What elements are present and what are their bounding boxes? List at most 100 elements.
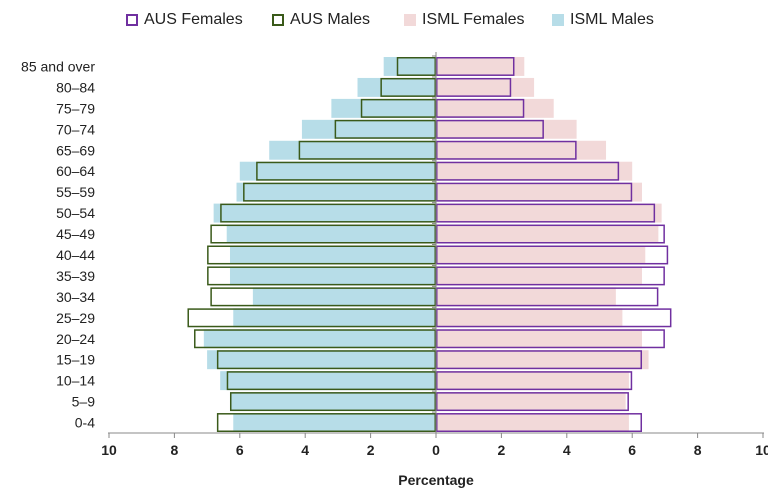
bar-isml-males-9 (226, 224, 436, 244)
bar-aus-males-14 (334, 119, 437, 139)
bar-isml-females-11 (436, 182, 643, 202)
bar-isml-males-14 (301, 119, 436, 139)
x-tick-label-10: 10 (755, 442, 768, 458)
bar-aus-males-0 (216, 413, 436, 432)
x-tick-label-7: 4 (563, 442, 571, 458)
y-tick-label-4: 20–24 (56, 331, 95, 347)
bar-isml-females-0 (436, 413, 629, 432)
bar-isml-males-16 (357, 77, 436, 97)
y-tick-label-10: 50–54 (56, 205, 95, 221)
bar-isml-females-1 (436, 392, 626, 412)
bar-isml-males-0 (233, 413, 436, 432)
bar-aus-females-4 (436, 329, 665, 349)
x-tick-label-4: 2 (367, 442, 375, 458)
x-tick-label-8: 6 (628, 442, 636, 458)
bar-isml-females-12 (436, 161, 633, 181)
legend-item-aus-males: AUS Males (272, 8, 370, 32)
bar-isml-males-7 (229, 266, 436, 286)
bar-isml-females-5 (436, 308, 623, 328)
legend-item-aus-females: AUS Females (126, 8, 243, 32)
bar-isml-males-2 (220, 371, 436, 391)
bar-aus-females-2 (436, 371, 633, 391)
plot-area: 0-4 5–9 10–14 15–19 20–24 25–29 30–34 35–39 40–4… (21, 52, 768, 458)
x-tick-label-1: 8 (171, 442, 179, 458)
bar-isml-males-10 (213, 203, 436, 223)
y-tick-label-15: 75–79 (56, 100, 95, 116)
bar-aus-males-16 (380, 77, 437, 97)
bar-aus-males-8 (207, 245, 436, 265)
x-tick-label-3: 4 (301, 442, 309, 458)
bar-aus-males-5 (187, 308, 436, 328)
x-tick-label-6: 2 (498, 442, 506, 458)
bar-aus-females-12 (436, 161, 620, 181)
bar-isml-males-5 (233, 308, 436, 328)
bar-aus-males-6 (210, 287, 436, 307)
bar-aus-females-9 (436, 224, 665, 244)
bar-aus-males-10 (220, 203, 436, 223)
bar-isml-females-17 (436, 57, 525, 76)
bar-isml-females-3 (436, 350, 649, 370)
bar-isml-females-16 (436, 77, 535, 97)
legend-item-isml-males: ISML Males (552, 8, 654, 32)
legend-swatch-aus-males (272, 14, 284, 26)
bar-aus-females-6 (436, 287, 659, 307)
bar-isml-males-4 (203, 329, 436, 349)
bar-isml-males-1 (229, 392, 436, 412)
bar-isml-females-9 (436, 224, 659, 244)
legend-label-isml-males: ISML Males (570, 11, 654, 28)
bar-isml-males-3 (207, 350, 436, 370)
bar-aus-males-11 (243, 182, 436, 202)
bar-aus-females-16 (436, 77, 512, 97)
bar-isml-females-8 (436, 245, 646, 265)
legend-swatch-isml-males (552, 14, 564, 26)
x-tick-label-5: 0 (432, 442, 440, 458)
y-tick-label-2: 10–14 (56, 373, 95, 389)
y-tick-label-1: 5–9 (72, 394, 96, 410)
bar-aus-males-13 (298, 140, 436, 160)
legend-swatch-isml-females (404, 14, 416, 26)
bar-isml-males-6 (252, 287, 436, 307)
y-tick-label-8: 40–44 (56, 247, 95, 263)
legend: AUS Females AUS Males ISML Females ISML … (0, 8, 768, 32)
bar-aus-females-5 (436, 308, 672, 328)
bar-isml-females-2 (436, 371, 629, 391)
bar-isml-females-7 (436, 266, 643, 286)
y-tick-label-5: 25–29 (56, 310, 95, 326)
y-tick-label-11: 55–59 (56, 184, 95, 200)
bar-isml-males-8 (229, 245, 436, 265)
y-tick-label-13: 65–69 (56, 142, 95, 158)
bar-isml-females-6 (436, 287, 616, 307)
bar-isml-females-13 (436, 140, 607, 160)
bar-aus-males-2 (226, 371, 436, 391)
bar-aus-females-10 (436, 203, 656, 223)
legend-label-isml-females: ISML Females (422, 11, 525, 28)
y-tick-label-17: 85 and over (21, 58, 95, 74)
legend-label-aus-females: AUS Females (144, 11, 243, 28)
y-tick-label-3: 15–19 (56, 352, 95, 368)
bar-isml-males-13 (269, 140, 436, 160)
bar-aus-females-13 (436, 140, 577, 160)
bar-aus-females-3 (436, 350, 643, 370)
bar-isml-females-14 (436, 119, 577, 139)
bar-aus-males-15 (360, 98, 437, 118)
y-tick-label-9: 45–49 (56, 226, 95, 242)
bar-isml-males-11 (236, 182, 436, 202)
y-tick-label-14: 70–74 (56, 121, 95, 137)
y-tick-label-6: 30–34 (56, 289, 95, 305)
x-axis-label: Percentage (398, 472, 474, 488)
bar-aus-males-1 (229, 392, 436, 412)
bar-aus-females-15 (436, 98, 525, 118)
x-tick-label-2: 6 (236, 442, 244, 458)
legend-item-isml-females: ISML Females (404, 8, 525, 32)
bar-aus-females-7 (436, 266, 665, 286)
y-tick-label-7: 35–39 (56, 268, 95, 284)
bar-aus-males-17 (396, 57, 437, 76)
bar-isml-males-15 (331, 98, 436, 118)
bar-aus-females-8 (436, 245, 669, 265)
legend-label-aus-males: AUS Males (290, 11, 371, 28)
x-tick-label-9: 8 (694, 442, 702, 458)
bar-aus-females-1 (436, 392, 629, 412)
bar-aus-females-0 (436, 413, 643, 432)
bar-isml-females-10 (436, 203, 662, 223)
